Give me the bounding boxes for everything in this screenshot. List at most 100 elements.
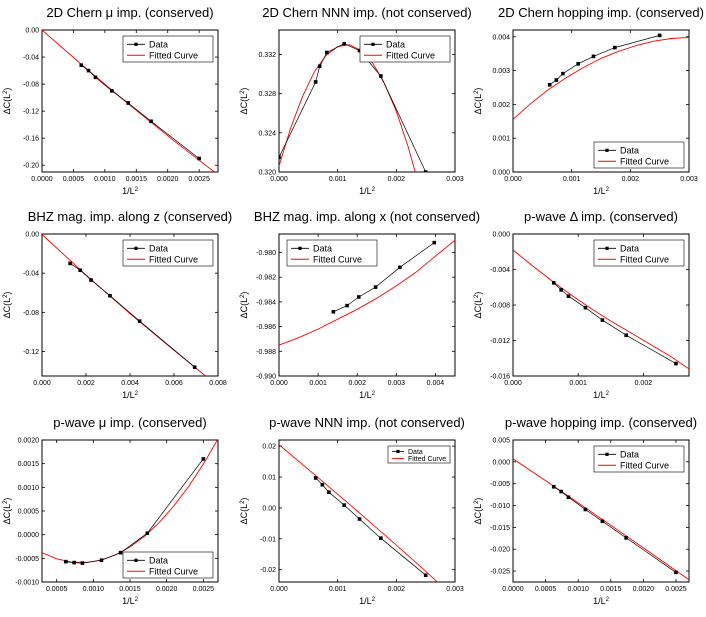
x-tick-label: 0.001	[329, 176, 347, 183]
y-tick-label: -0.02	[260, 567, 276, 574]
data-series-line	[70, 263, 195, 368]
chart-title: p-wave NNN imp. (not conserved)	[269, 415, 465, 430]
data-point	[78, 268, 82, 273]
y-tick-label: -0.04	[23, 271, 39, 278]
legend-data-marker	[605, 246, 609, 250]
y-tick-label: -0.12	[23, 109, 39, 116]
y-tick-label: -0.012	[490, 338, 510, 345]
data-point	[373, 285, 378, 289]
x-axis-label: 1/L2	[359, 390, 376, 400]
x-tick-label: 0.001	[329, 586, 347, 593]
x-tick-label: 0.000	[33, 380, 51, 387]
y-tick-label: 0.00	[25, 232, 39, 239]
x-tick-label: 0.0000	[502, 586, 524, 593]
y-tick-label: -0.008	[490, 303, 510, 310]
legend-data-marker	[605, 452, 609, 456]
legend-fit-label: Fitted Curve	[408, 456, 446, 463]
y-tick-label: -0.020	[490, 547, 510, 554]
y-axis-label: ΔC(L2)	[239, 498, 249, 525]
data-point	[68, 261, 72, 266]
y-tick-label: 0.00	[25, 28, 39, 35]
data-point	[317, 64, 322, 69]
chart-panel-2: 2D Chern NNN imp. (not conserved)0.000 0.…	[239, 5, 472, 196]
x-tick-label: 0.001	[309, 380, 327, 387]
data-point	[145, 531, 150, 536]
x-tick-label: 0.0005	[535, 586, 557, 593]
data-point	[149, 119, 153, 124]
y-tick-label: -0.12	[23, 349, 39, 356]
y-tick-label: -0.16	[23, 136, 39, 143]
data-point	[110, 89, 114, 93]
x-tick-label: 0.0005	[63, 176, 85, 183]
legend-box	[593, 445, 685, 473]
fitted-curve-line	[513, 36, 689, 120]
data-point	[624, 536, 628, 540]
plot-frame	[41, 29, 219, 173]
y-axis-label: ΔC(L2)	[239, 88, 249, 115]
legend-data-label: Data	[313, 244, 332, 254]
y-tick-label: -0.990	[256, 374, 276, 381]
x-tick-label: 0.000	[504, 176, 522, 183]
legend-data-marker	[371, 42, 375, 46]
y-tick-label: 0.000	[492, 232, 510, 239]
data-point	[99, 558, 104, 563]
data-point	[356, 295, 361, 299]
legend-data-label: Data	[149, 244, 168, 254]
y-axis-label: ΔC(L2)	[2, 292, 12, 319]
legend-data-label: Data	[386, 40, 405, 50]
x-tick-label: 0.0000	[31, 176, 53, 183]
data-point	[64, 559, 68, 564]
y-tick-label: 0.005	[492, 438, 510, 445]
x-tick-label: 0.0020	[156, 586, 178, 593]
legend-data-marker	[605, 148, 609, 152]
y-tick-label: 0.0015	[18, 461, 40, 468]
chart-title: BHZ mag. imp. along x (not conserved)	[254, 209, 480, 224]
y-tick-label: 0.320	[258, 170, 276, 177]
legend-data-label: Data	[149, 40, 168, 50]
legend-data-label: Data	[620, 146, 639, 156]
plot-frame	[278, 439, 456, 583]
fitted-curve-line	[513, 249, 689, 370]
data-point	[72, 560, 76, 565]
data-point	[657, 33, 662, 38]
chart-title: p-wave Δ imp. (conserved)	[524, 209, 678, 224]
chart-panel-8: p-wave NNN imp. (not conserved) 0.000 0.00…	[239, 415, 465, 606]
data-point	[559, 288, 563, 292]
chart-title: 2D Chern NNN imp. (not conserved)	[262, 5, 472, 20]
y-tick-label: 0.000	[492, 170, 510, 177]
data-point	[551, 281, 556, 285]
x-tick-label: 0.002	[388, 176, 406, 183]
y-tick-label: 0.001	[492, 136, 510, 143]
fitted-curve-line	[42, 440, 218, 564]
legend-box	[593, 239, 685, 267]
data-point	[591, 54, 596, 59]
data-point	[398, 265, 402, 270]
x-tick-label: 0.0010	[83, 586, 105, 593]
legend-fit-label: Fitted Curve	[620, 156, 669, 166]
y-tick-label: 0.02	[262, 444, 276, 451]
data-point	[576, 62, 580, 66]
data-point	[583, 305, 588, 310]
x-tick-label: 0.0025	[188, 176, 210, 183]
x-tick-label: 0.002	[635, 380, 653, 387]
x-tick-label: 0.000	[504, 380, 522, 387]
data-point	[559, 489, 563, 494]
data-point	[320, 482, 325, 487]
legend-data-marker	[298, 246, 302, 250]
x-tick-label: 0.002	[622, 176, 640, 183]
legend-data-label: Data	[620, 244, 639, 254]
x-tick-label: 0.0020	[157, 176, 179, 183]
y-tick-label: -0.986	[256, 324, 276, 331]
legend-fit-label: Fitted Curve	[620, 254, 669, 264]
data-point	[600, 318, 605, 322]
data-point	[79, 63, 84, 67]
data-point	[108, 293, 112, 298]
legend-box	[359, 35, 451, 63]
legend-data-label: Data	[408, 449, 423, 456]
plot-frame	[278, 233, 456, 377]
